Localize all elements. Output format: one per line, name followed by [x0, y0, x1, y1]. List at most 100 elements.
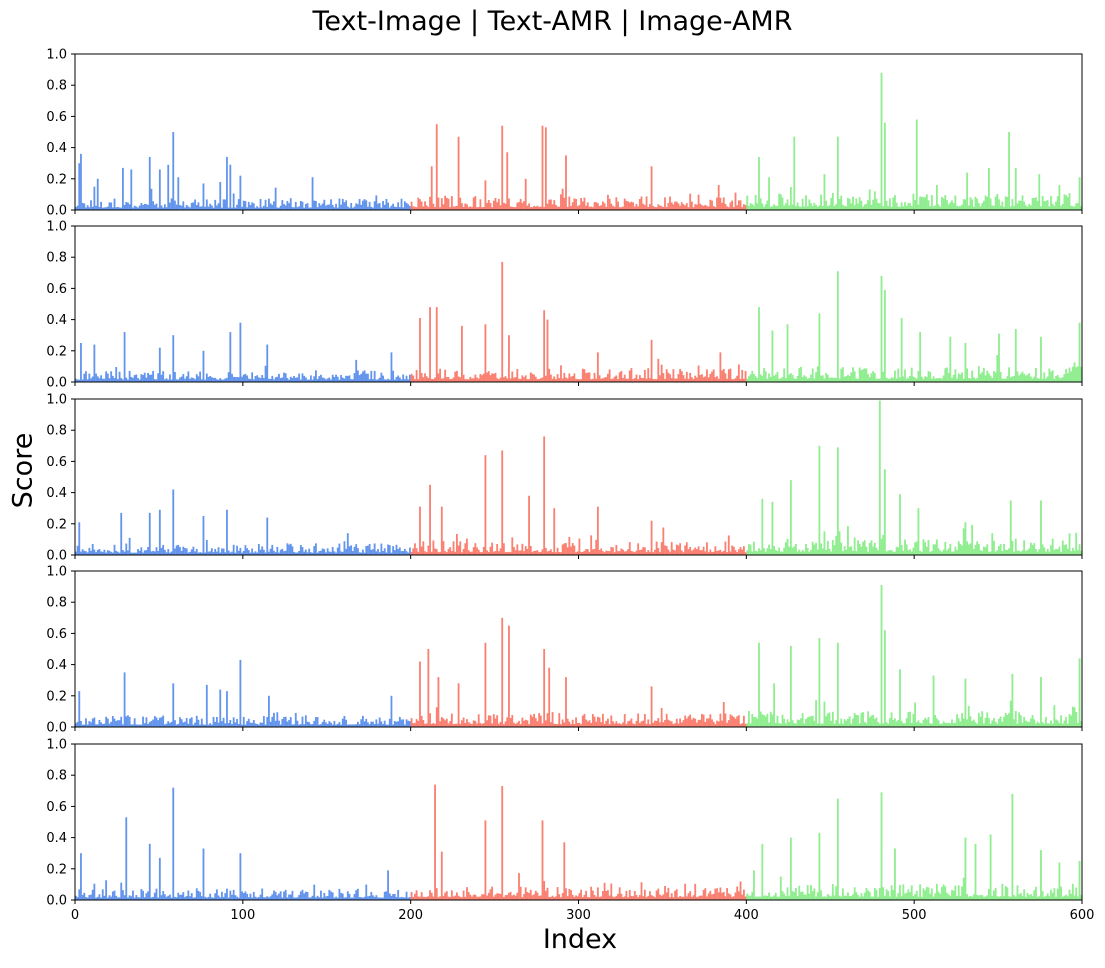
bar — [472, 720, 475, 727]
bar — [830, 551, 833, 555]
bar — [424, 551, 426, 555]
bar — [847, 375, 849, 382]
bar — [793, 892, 796, 900]
bar — [294, 897, 297, 900]
bar — [692, 895, 695, 900]
bar — [816, 549, 819, 555]
bar — [907, 889, 910, 900]
bar — [687, 549, 690, 555]
bar — [440, 378, 443, 382]
bar — [262, 716, 265, 727]
bar — [736, 552, 739, 555]
bar — [457, 376, 460, 382]
bar — [236, 204, 238, 210]
bar — [570, 724, 572, 727]
bar — [1076, 896, 1079, 900]
bar — [593, 202, 596, 210]
bar — [471, 551, 473, 555]
bar — [360, 719, 363, 727]
bar — [610, 883, 613, 900]
bar — [625, 890, 628, 900]
bar — [232, 889, 235, 900]
bar — [726, 552, 729, 555]
bar — [1063, 720, 1066, 727]
bar — [964, 343, 967, 382]
bar — [508, 335, 510, 382]
bar — [477, 549, 480, 555]
bar — [316, 717, 319, 727]
bar — [1024, 720, 1027, 727]
bar — [469, 206, 472, 210]
bar — [427, 649, 430, 727]
bar — [528, 203, 530, 210]
bar — [153, 379, 156, 382]
bar — [887, 723, 890, 727]
bar — [751, 370, 754, 382]
bar — [543, 206, 546, 210]
bar — [377, 549, 379, 555]
bar — [85, 371, 87, 382]
bar — [949, 336, 952, 382]
bar — [927, 540, 930, 555]
bar — [380, 543, 383, 555]
bar — [318, 551, 321, 555]
bar — [518, 720, 520, 727]
bar — [852, 550, 854, 555]
bar — [783, 893, 786, 900]
bar — [689, 372, 692, 382]
bar — [256, 206, 259, 210]
bar — [857, 715, 859, 727]
bar — [350, 203, 353, 210]
bar — [521, 717, 524, 727]
bar — [261, 546, 264, 555]
bar — [311, 552, 314, 555]
bar — [1038, 896, 1041, 900]
bar — [563, 197, 566, 210]
bar — [999, 896, 1002, 900]
bar — [682, 896, 685, 900]
bar — [514, 723, 517, 727]
bar — [420, 546, 423, 555]
bar — [922, 197, 925, 210]
bar — [914, 542, 916, 555]
bar — [820, 194, 823, 210]
bar — [175, 204, 178, 210]
bar — [362, 200, 364, 210]
bar — [200, 718, 203, 727]
bar — [415, 370, 418, 382]
bar — [820, 375, 823, 382]
bar — [368, 895, 371, 900]
bar — [435, 707, 438, 727]
bar — [982, 896, 985, 900]
bar — [701, 550, 703, 555]
bar — [877, 202, 880, 210]
bar — [504, 376, 507, 382]
bar — [125, 377, 128, 382]
bar — [870, 540, 873, 555]
bar — [455, 533, 458, 555]
bar — [974, 722, 977, 727]
bar — [751, 891, 754, 900]
bar — [608, 895, 611, 900]
bar — [299, 891, 302, 900]
bar — [549, 374, 552, 382]
bar — [684, 545, 687, 555]
bar — [939, 378, 942, 382]
bar — [246, 207, 249, 210]
bar — [946, 367, 948, 382]
bar — [259, 722, 262, 727]
bar — [199, 552, 202, 555]
bar — [393, 893, 396, 900]
bar — [1026, 550, 1029, 555]
panel-3: 0.00.20.40.60.81.0 — [46, 393, 1083, 564]
bar — [662, 207, 665, 210]
bar — [803, 375, 806, 382]
bar — [732, 896, 735, 900]
bar — [320, 724, 322, 727]
bar — [721, 892, 723, 900]
bar — [454, 723, 457, 727]
bar — [343, 541, 346, 555]
bar — [920, 376, 923, 382]
bar — [878, 400, 881, 555]
bar — [989, 375, 992, 382]
